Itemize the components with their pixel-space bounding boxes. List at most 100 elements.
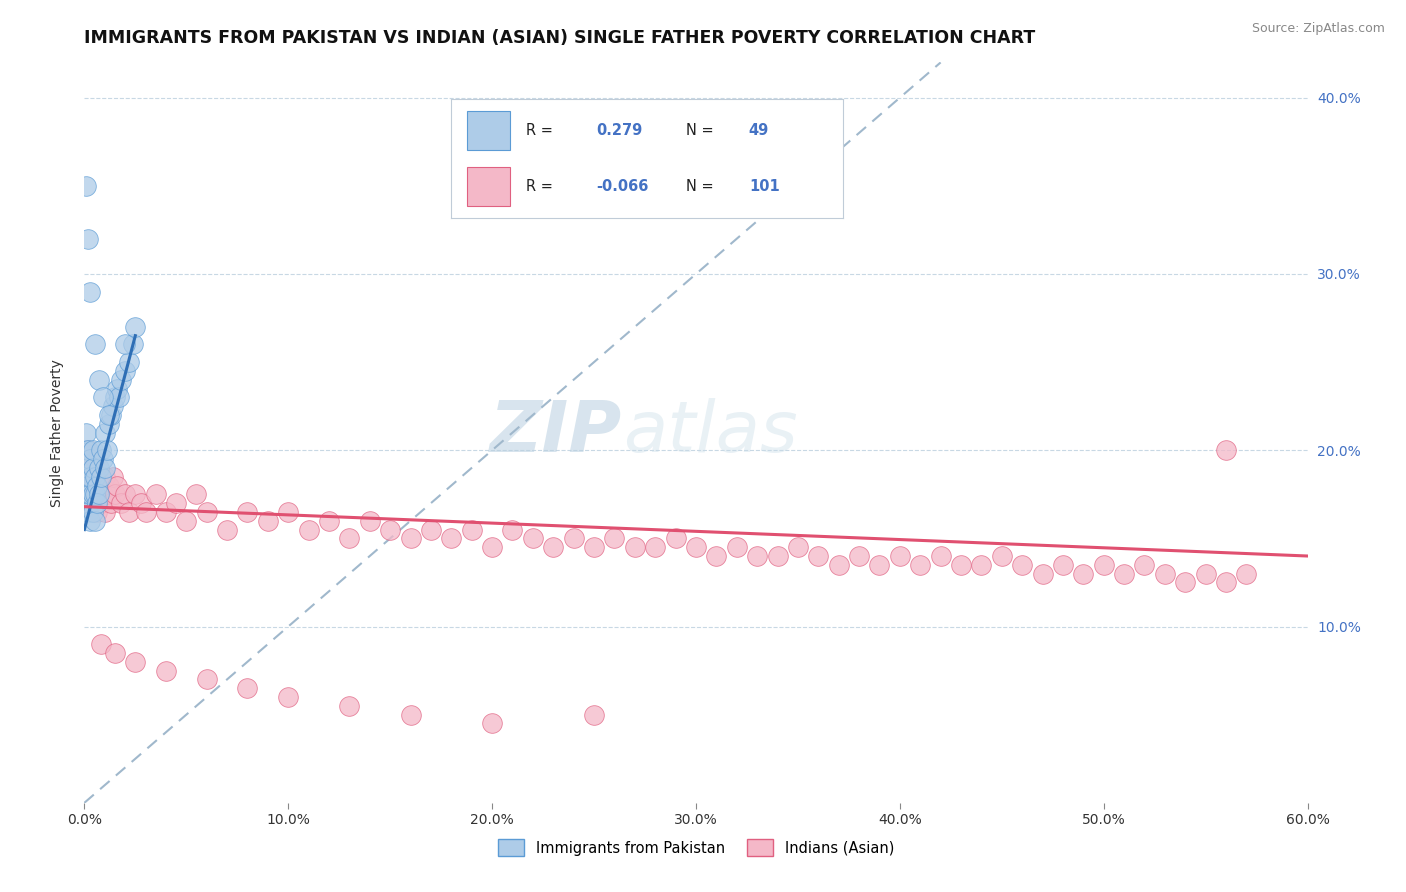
Point xyxy=(82,461,104,475)
Point xyxy=(114,364,136,378)
Text: ZIP: ZIP xyxy=(491,398,623,467)
Point xyxy=(96,443,118,458)
Point xyxy=(889,549,911,563)
Point xyxy=(380,523,402,537)
Point xyxy=(79,469,101,483)
Point xyxy=(91,390,114,404)
Point xyxy=(75,469,97,483)
Point xyxy=(135,505,157,519)
Point xyxy=(105,478,128,492)
Point xyxy=(87,461,110,475)
Point xyxy=(543,540,565,554)
Point xyxy=(101,469,124,483)
Point xyxy=(277,505,299,519)
Point xyxy=(195,505,218,519)
Point xyxy=(399,532,422,546)
Point xyxy=(114,487,136,501)
Point xyxy=(86,478,108,492)
Point xyxy=(77,461,100,475)
Point xyxy=(77,232,100,246)
Point xyxy=(90,469,112,483)
Point xyxy=(318,514,340,528)
Point xyxy=(217,523,239,537)
Point xyxy=(79,478,101,492)
Point xyxy=(461,523,484,537)
Point xyxy=(359,514,381,528)
Point xyxy=(77,496,100,510)
Point xyxy=(75,487,97,501)
Point xyxy=(77,478,100,492)
Point xyxy=(75,178,97,193)
Point xyxy=(110,496,132,510)
Point xyxy=(91,452,114,467)
Point xyxy=(1236,566,1258,581)
Point xyxy=(665,532,688,546)
Point xyxy=(100,408,122,422)
Point xyxy=(86,505,108,519)
Point xyxy=(869,558,891,572)
Point xyxy=(145,487,167,501)
Legend: Immigrants from Pakistan, Indians (Asian): Immigrants from Pakistan, Indians (Asian… xyxy=(492,834,900,863)
Point xyxy=(86,496,108,510)
Point xyxy=(79,514,101,528)
Point xyxy=(79,452,101,467)
Point xyxy=(298,523,321,537)
Point xyxy=(1011,558,1033,572)
Point xyxy=(165,496,187,510)
Point xyxy=(420,523,443,537)
Point xyxy=(950,558,973,572)
Point xyxy=(93,505,115,519)
Point xyxy=(583,540,606,554)
Point xyxy=(101,399,124,413)
Point xyxy=(83,452,105,467)
Text: Source: ZipAtlas.com: Source: ZipAtlas.com xyxy=(1251,22,1385,36)
Point xyxy=(82,505,104,519)
Point xyxy=(87,478,110,492)
Point xyxy=(603,532,626,546)
Point xyxy=(848,549,870,563)
Point xyxy=(90,469,112,483)
Point xyxy=(562,532,585,546)
Point xyxy=(86,487,108,501)
Point xyxy=(195,673,218,687)
Point xyxy=(685,540,707,554)
Point xyxy=(118,355,141,369)
Point xyxy=(807,549,830,563)
Point xyxy=(502,523,524,537)
Point xyxy=(124,655,146,669)
Point xyxy=(77,443,100,458)
Point xyxy=(1174,575,1197,590)
Point xyxy=(83,337,105,351)
Point xyxy=(97,408,120,422)
Point xyxy=(929,549,952,563)
Point xyxy=(93,425,115,440)
Point xyxy=(1073,566,1095,581)
Point xyxy=(82,487,104,501)
Point xyxy=(644,540,666,554)
Point xyxy=(910,558,932,572)
Point xyxy=(118,505,141,519)
Point xyxy=(77,496,100,510)
Point xyxy=(83,469,105,483)
Point xyxy=(339,698,361,713)
Point xyxy=(124,487,146,501)
Point xyxy=(747,549,769,563)
Point xyxy=(100,496,122,510)
Point xyxy=(1195,566,1218,581)
Point xyxy=(1154,566,1177,581)
Point xyxy=(725,540,748,554)
Point xyxy=(105,382,128,396)
Point xyxy=(481,716,503,731)
Text: IMMIGRANTS FROM PAKISTAN VS INDIAN (ASIAN) SINGLE FATHER POVERTY CORRELATION CHA: IMMIGRANTS FROM PAKISTAN VS INDIAN (ASIA… xyxy=(84,29,1036,47)
Point xyxy=(82,487,104,501)
Point xyxy=(1032,566,1054,581)
Point xyxy=(991,549,1014,563)
Point xyxy=(124,319,146,334)
Point xyxy=(90,637,112,651)
Point xyxy=(787,540,810,554)
Point xyxy=(104,487,127,501)
Point xyxy=(339,532,361,546)
Point xyxy=(174,514,197,528)
Point xyxy=(1092,558,1115,572)
Point xyxy=(82,469,104,483)
